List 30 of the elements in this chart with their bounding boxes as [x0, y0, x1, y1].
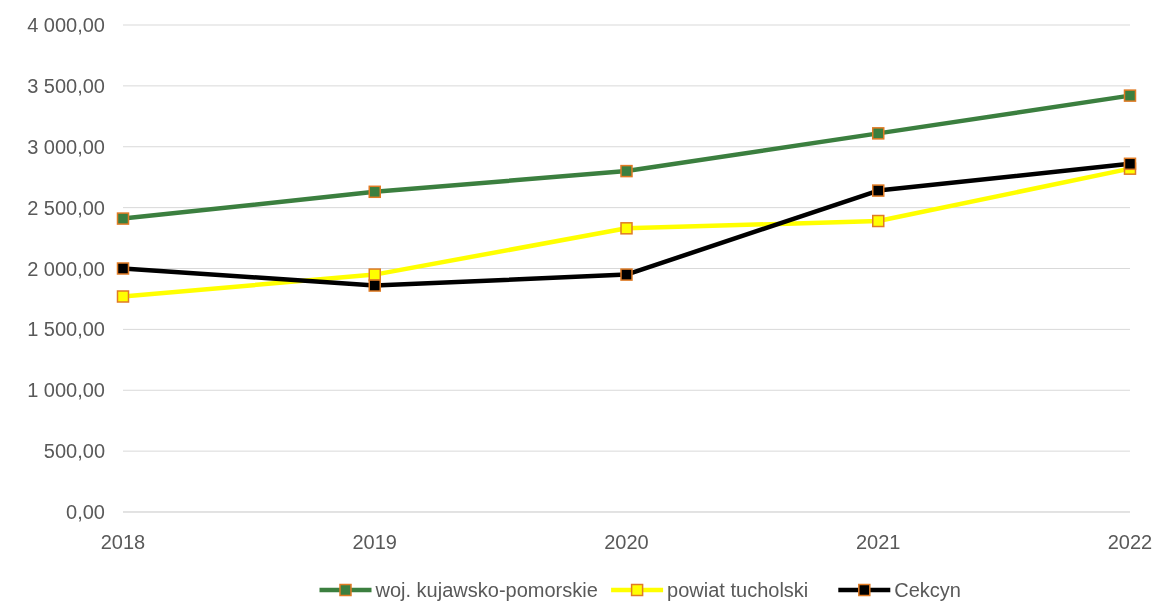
point [1123, 89, 1137, 102]
x-tick-label: 2022 [1107, 531, 1153, 553]
y-tick-label: 3 500,00 [27, 74, 105, 97]
y-tick-label: 4 000,00 [27, 14, 105, 36]
point [620, 164, 633, 178]
point [116, 262, 130, 275]
point [1123, 157, 1137, 171]
x-tick-label: 2018 [100, 531, 146, 553]
point [872, 184, 885, 197]
y-tick-label: 0,00 [66, 501, 105, 523]
x-tick-label: 2020 [604, 531, 649, 553]
y-tick-label: 2 500,00 [27, 196, 105, 219]
legend-label: woj. kujawsko-pomorskie [374, 579, 598, 601]
y-tick-label: 2 000,00 [27, 257, 105, 280]
y-tick-label: 3 000,00 [27, 135, 105, 158]
point [620, 268, 633, 281]
point [620, 222, 633, 235]
legend-label: Cekcyn [894, 579, 961, 601]
point [116, 212, 130, 225]
point [872, 127, 885, 140]
point [116, 290, 130, 303]
x-tick-label: 2021 [856, 531, 901, 553]
point [368, 279, 381, 292]
x-tick-label: 2019 [352, 531, 397, 553]
y-tick-label: 1 000,00 [27, 379, 105, 402]
y-tick-label: 1 500,00 [27, 318, 105, 341]
point [368, 185, 381, 199]
point [872, 214, 885, 228]
y-tick-label: 500,00 [43, 440, 105, 463]
legend-label: powiat tucholski [667, 579, 809, 601]
